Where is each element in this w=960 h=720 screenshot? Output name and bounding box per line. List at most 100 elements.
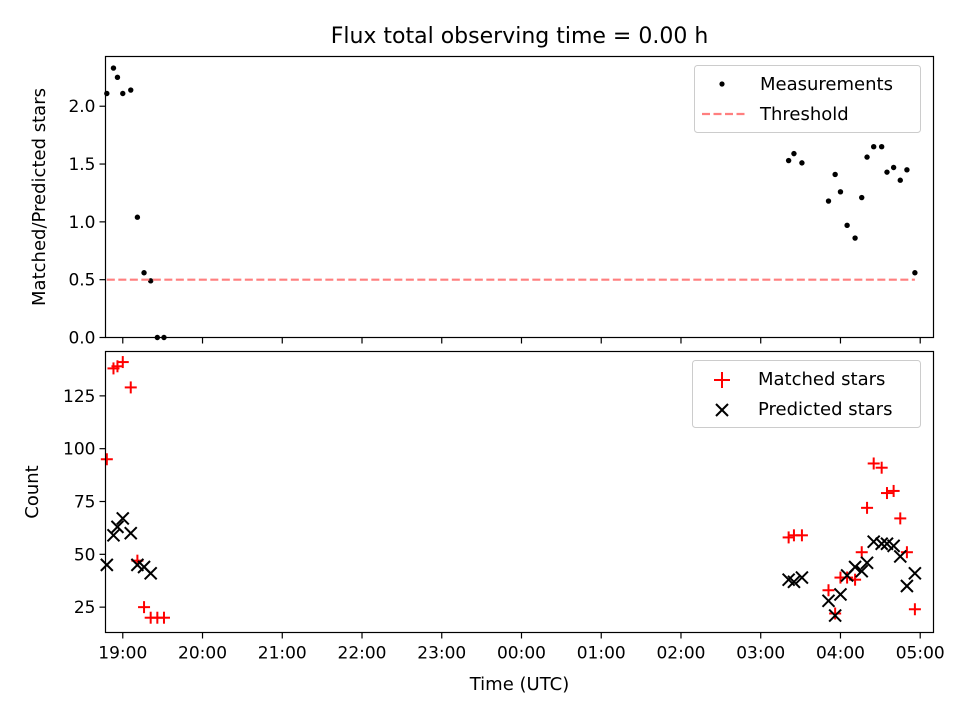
measurement-point — [844, 222, 850, 229]
matched-star-point — [157, 611, 170, 624]
ratio-y-axis-label: Matched/Predicted stars — [29, 88, 50, 306]
measurement-point — [791, 150, 797, 157]
predicted-star-point — [110, 520, 125, 534]
predicted-star-point — [874, 537, 889, 551]
count-y-axis: 25 50 75 100 125 — [63, 387, 106, 618]
measurement-point — [110, 65, 117, 71]
ratio-y-axis: 0.0 0.5 1.0 1.5 2.0 — [68, 97, 106, 349]
matched-star-point — [867, 457, 880, 470]
matched-star-point — [894, 512, 907, 525]
ratio-data-layer — [104, 65, 918, 341]
y-tick-label: 2.0 — [68, 97, 95, 117]
x-tick-label: 21:00 — [258, 644, 307, 664]
x-tick-label: 19:00 — [98, 644, 147, 664]
matched-legend-marker — [714, 372, 730, 388]
count-y-axis-label: Count — [22, 465, 43, 518]
predicted-star-point — [860, 556, 874, 570]
predicted-star-point — [886, 539, 901, 553]
count-plot-frame — [104, 350, 935, 634]
measurement-point — [884, 169, 890, 175]
matched-star-point — [880, 487, 893, 500]
x-tick-label: 02:00 — [656, 644, 705, 664]
matched-star-point — [100, 453, 113, 466]
predicted-star-point — [893, 549, 907, 564]
measurement-point — [799, 160, 805, 166]
predicted-star-point — [795, 570, 809, 585]
predicted-star-point — [828, 608, 842, 623]
y-tick-label: 0.5 — [68, 271, 95, 291]
matched-star-point — [875, 461, 888, 474]
x-tick-label: 22:00 — [338, 644, 387, 664]
x-tick-label: 05:00 — [896, 644, 945, 664]
ratio-legend: Measurements Threshold — [694, 65, 921, 133]
matched-star-point — [795, 529, 808, 542]
predicted-star-point — [787, 575, 801, 589]
matched-legend-label: Matched stars — [758, 369, 885, 390]
predicted-star-point — [908, 566, 922, 581]
y-tick-label: 1.0 — [68, 213, 95, 233]
measurement-point — [785, 157, 792, 164]
matched-star-point — [782, 531, 795, 544]
matched-star-point — [124, 381, 137, 394]
measurement-point — [147, 278, 154, 284]
matched-star-point — [841, 571, 854, 584]
matched-star-point — [908, 603, 921, 616]
measurement-point — [890, 164, 897, 171]
y-tick-label: 50 — [74, 545, 96, 565]
predicted-star-point — [848, 560, 862, 574]
x-axis-label: Time (UTC) — [469, 674, 570, 695]
measurement-point — [141, 270, 147, 276]
matched-star-point — [116, 356, 129, 369]
matched-star-point — [887, 484, 900, 497]
measurement-point — [120, 90, 126, 97]
predicted-star-point — [116, 511, 130, 526]
x-tick-label: 01:00 — [577, 644, 626, 664]
x-tick-label: 23:00 — [417, 644, 466, 664]
measurement-point — [837, 189, 844, 195]
predicted-star-point — [100, 558, 114, 572]
matched-star-point — [822, 584, 835, 597]
x-tick-label: 04:00 — [816, 644, 865, 664]
count-subplot: 25 50 75 100 125 19:00 20:00 21:00 22:00 23:00 00… — [22, 350, 945, 695]
chart-title: Flux total observing time = 0.00 h — [331, 24, 709, 49]
measurement-point — [128, 87, 134, 93]
y-tick-label: 75 — [74, 493, 96, 513]
predicted-star-point — [821, 594, 836, 608]
x-tick-label: 00:00 — [497, 644, 546, 664]
y-tick-label: 1.5 — [68, 155, 95, 175]
predicted-legend-label: Predicted stars — [758, 399, 892, 420]
count-legend-box — [692, 360, 921, 428]
predicted-star-point — [855, 564, 869, 578]
measurements-legend-marker — [719, 81, 725, 87]
threshold-legend-label: Threshold — [759, 104, 849, 125]
ratio-subplot: 0.00.51.01.52.0 Matched/Predicted stars … — [29, 55, 935, 349]
count-data-layer — [100, 356, 922, 624]
predicted-star-point — [900, 579, 914, 593]
ratio-legend-box — [694, 65, 921, 133]
measurement-point — [134, 214, 141, 220]
y-tick-label: 25 — [74, 598, 96, 618]
predicted-star-point — [866, 534, 881, 549]
matched-star-point — [138, 601, 151, 614]
matched-star-point — [829, 607, 842, 620]
matched-star-point — [861, 501, 874, 514]
measurement-point — [832, 171, 838, 178]
measurement-point — [859, 194, 865, 201]
measurement-point — [864, 154, 870, 160]
predicted-star-point — [124, 526, 138, 540]
ratio-x-ticks — [122, 337, 921, 344]
measurement-point — [912, 270, 918, 276]
x-tick-label: 20:00 — [178, 644, 227, 664]
y-tick-label: 0.0 — [68, 329, 95, 349]
predicted-star-point — [143, 566, 158, 581]
x-tick-label: 03:00 — [736, 644, 785, 664]
measurement-point — [114, 74, 121, 81]
measurement-point — [852, 235, 858, 241]
predicted-star-point — [833, 587, 848, 602]
predicted-legend-marker — [715, 403, 729, 417]
y-tick-label: 100 — [63, 440, 95, 460]
count-legend: Matched stars Predicted stars — [692, 360, 921, 428]
measurements-legend-label: Measurements — [760, 74, 893, 95]
matched-star-point — [900, 546, 913, 559]
